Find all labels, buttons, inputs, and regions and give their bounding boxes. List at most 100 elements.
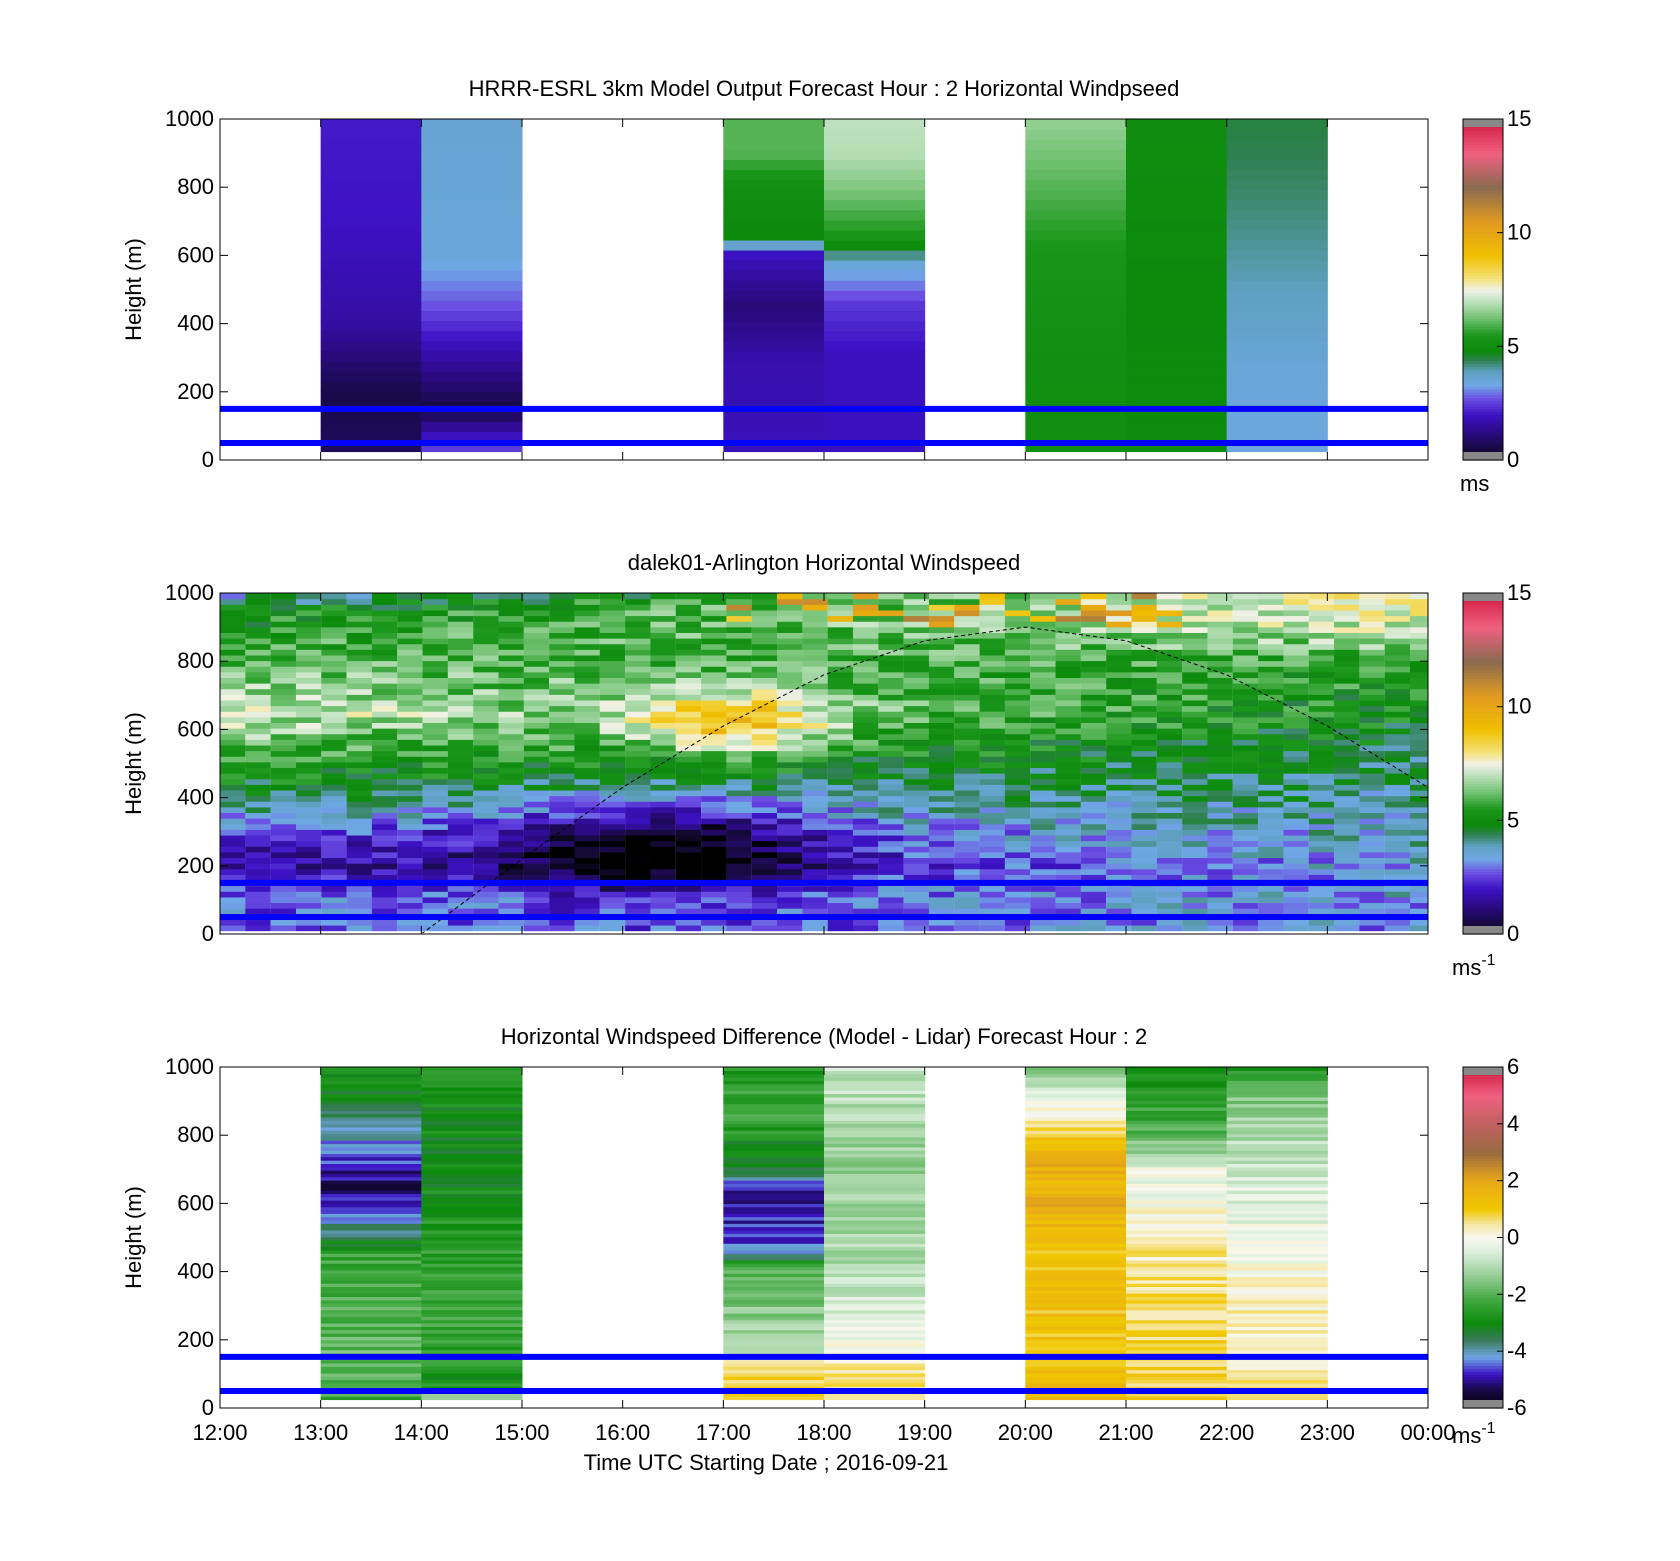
- colorbar-swatch: [1463, 1152, 1503, 1156]
- heatmap-cell: [473, 778, 499, 785]
- x-tick-label: 12:00: [192, 1420, 247, 1445]
- heatmap-cell: [320, 1293, 422, 1298]
- colorbar-swatch: [1463, 695, 1503, 699]
- heatmap-cell: [447, 593, 474, 600]
- heatmap-cell: [320, 1086, 422, 1091]
- heatmap-cell: [650, 756, 676, 763]
- heatmap-cell: [1080, 716, 1107, 724]
- heatmap-cell: [979, 919, 1005, 926]
- heatmap-cell: [726, 756, 752, 763]
- heatmap-cell: [1126, 1246, 1228, 1251]
- heatmap-cell: [1226, 1213, 1328, 1218]
- heatmap-cell: [422, 789, 448, 797]
- heatmap-cell: [1359, 621, 1385, 628]
- heatmap-cell: [1232, 761, 1259, 769]
- heatmap-cell: [824, 159, 926, 170]
- heatmap-cell: [346, 801, 372, 808]
- colorbar-swatch: [1463, 198, 1503, 203]
- heatmap-cell: [320, 1299, 422, 1304]
- heatmap-cell: [270, 739, 297, 746]
- heatmap-cell: [447, 688, 474, 695]
- heatmap-cell: [954, 677, 980, 684]
- heatmap-cell: [928, 626, 955, 633]
- heatmap-cell: [824, 1309, 926, 1314]
- heatmap-cell: [371, 615, 398, 622]
- heatmap-cell: [1359, 778, 1385, 785]
- heatmap-cell: [320, 1093, 422, 1098]
- heatmap-cell: [549, 756, 575, 763]
- heatmap-cell: [701, 834, 727, 842]
- heatmap-cell: [726, 677, 752, 684]
- colorbar-swatch: [1463, 624, 1503, 628]
- heatmap-cell: [650, 885, 676, 892]
- heatmap-cell: [625, 840, 651, 847]
- heatmap-cell: [498, 722, 524, 729]
- heatmap-cell: [321, 896, 347, 904]
- heatmap-cell: [549, 885, 575, 892]
- heatmap-cell: [1025, 1372, 1127, 1377]
- heatmap-cell: [1126, 1226, 1228, 1231]
- heatmap-cell: [1283, 609, 1309, 617]
- heatmap-cell: [1126, 1160, 1228, 1165]
- heatmap-cell: [422, 767, 448, 774]
- heatmap-cell: [701, 705, 727, 712]
- heatmap-cell: [1131, 789, 1157, 797]
- heatmap-cell: [1359, 711, 1385, 718]
- heatmap-cell: [1030, 896, 1056, 904]
- heatmap-cell: [1226, 1246, 1328, 1251]
- heatmap-cell: [523, 638, 550, 645]
- y-tick-label: 600: [177, 716, 214, 741]
- colorbar-swatch: [1463, 187, 1503, 191]
- heatmap-cell: [1126, 1269, 1228, 1274]
- heatmap-cell: [824, 1239, 926, 1244]
- heatmap-cell: [1226, 1173, 1328, 1178]
- heatmap-cell: [1126, 1366, 1228, 1371]
- heatmap-cell: [473, 733, 499, 740]
- heatmap-cell: [1334, 733, 1360, 740]
- heatmap-cell: [625, 705, 651, 712]
- heatmap-cell: [320, 1296, 422, 1301]
- heatmap-cell: [777, 829, 803, 836]
- heatmap-cell: [421, 1362, 523, 1367]
- heatmap-cell: [1025, 1336, 1127, 1341]
- heatmap-cell: [371, 666, 398, 673]
- heatmap-cell: [498, 615, 524, 622]
- heatmap-cell: [1226, 1319, 1328, 1324]
- heatmap-cell: [320, 270, 422, 281]
- heatmap-cell: [1106, 626, 1132, 633]
- heatmap-cell: [574, 857, 600, 864]
- colorbar-swatch: [1463, 1265, 1503, 1270]
- heatmap-cell: [473, 761, 499, 769]
- heatmap-cell: [1126, 1362, 1228, 1367]
- heatmap-cell: [245, 801, 271, 808]
- heatmap-cell: [954, 649, 980, 656]
- heatmap-cell: [346, 621, 372, 628]
- colorbar-swatch: [1463, 635, 1503, 640]
- heatmap-cell: [421, 229, 523, 241]
- heatmap-cell: [1359, 773, 1385, 780]
- heatmap-cell: [1126, 1110, 1228, 1115]
- heatmap-cell: [979, 671, 1005, 678]
- colorbar-over: [1463, 593, 1503, 601]
- heatmap-cell: [1030, 677, 1056, 684]
- heatmap-cell: [777, 885, 803, 892]
- heatmap-cell: [1410, 705, 1428, 712]
- heatmap-cell: [824, 1067, 926, 1071]
- heatmap-cell: [346, 615, 372, 622]
- colorbar-tick-label: 2: [1507, 1168, 1519, 1193]
- heatmap-cell: [599, 666, 626, 673]
- heatmap-cell: [1258, 615, 1284, 622]
- heatmap-cell: [1207, 868, 1233, 875]
- heatmap-cell: [421, 330, 523, 342]
- heatmap-cell: [1226, 1073, 1328, 1078]
- heatmap-cell: [421, 1243, 523, 1248]
- heatmap-cell: [447, 598, 474, 605]
- colorbar-under: [1463, 926, 1503, 934]
- colorbar-swatch: [1463, 757, 1503, 762]
- heatmap-cell: [1334, 688, 1360, 695]
- heatmap-cell: [574, 739, 600, 746]
- heatmap-cell: [320, 310, 422, 322]
- heatmap-cell: [723, 1150, 825, 1155]
- heatmap-cell: [751, 902, 778, 909]
- heatmap-cell: [599, 609, 626, 617]
